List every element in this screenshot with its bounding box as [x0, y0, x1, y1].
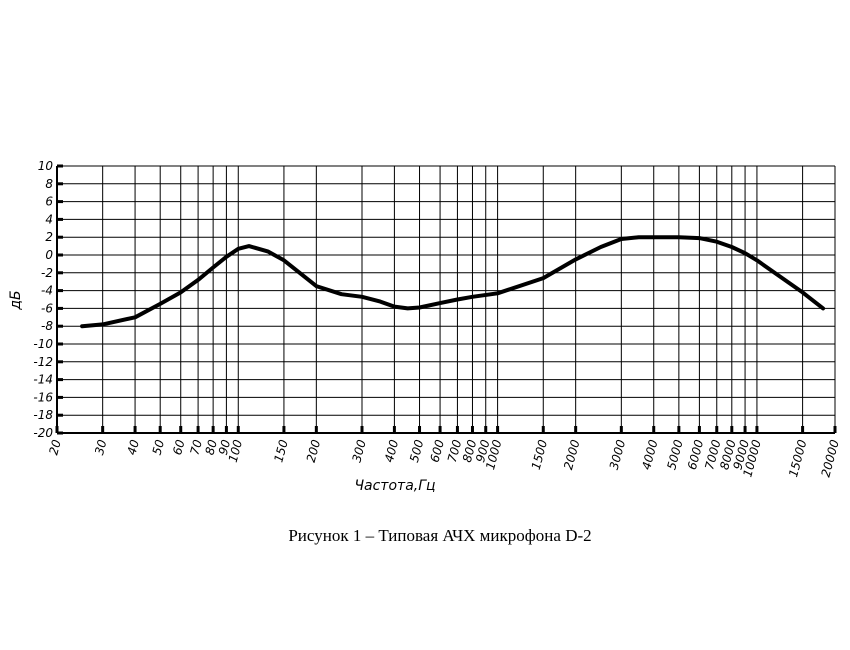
x-tick-label: 50: [150, 438, 168, 457]
x-tick-label: 2000: [561, 438, 583, 471]
y-tick-label: 8: [45, 177, 53, 191]
y-tick-label: 10: [38, 159, 54, 173]
y-tick-label: 4: [45, 212, 53, 226]
caption: Рисунок 1 – Типовая АЧХ микрофона D-2: [288, 526, 591, 545]
y-tick-label: -4: [41, 284, 53, 298]
x-axis-title: Частота,Гц: [354, 478, 435, 494]
y-tick-label: -20: [33, 426, 53, 440]
x-tick-label: 20: [46, 438, 64, 457]
x-tick-label: 30: [92, 438, 110, 457]
x-tick-label: 15000: [786, 438, 809, 479]
x-tick-label: 600: [428, 438, 448, 464]
y-tick-label: 6: [45, 195, 53, 209]
line-series: [80, 235, 826, 329]
y-tick-label: 0: [45, 248, 53, 262]
x-tick-label: 5000: [664, 438, 686, 471]
y-axis-title: дБ: [8, 290, 24, 310]
y-tick-label: -2: [41, 266, 53, 280]
x-tick-label: 150: [271, 438, 291, 464]
y-tick-label: -14: [33, 373, 53, 387]
x-tick-label: 900: [473, 438, 493, 464]
y-tick-label: -8: [41, 319, 53, 333]
x-tick-label: 400: [382, 438, 402, 464]
y-tick-label: -10: [33, 337, 53, 351]
x-tick-label: 1500: [529, 438, 551, 471]
x-tick-label: 40: [124, 438, 142, 457]
x-tick-label: 90: [216, 438, 234, 457]
y-tick-label: 2: [45, 230, 53, 244]
x-tick-label: 800: [460, 438, 480, 464]
x-tick-label: 3000: [607, 438, 629, 471]
x-tick-label: 500: [407, 438, 427, 464]
y-tick-label: -16: [33, 390, 53, 404]
y-tick-label: -18: [33, 408, 53, 422]
y-tick-label: -12: [33, 355, 53, 369]
x-tick-label: 700: [445, 438, 465, 464]
x-tick-label: 60: [170, 438, 188, 457]
y-tick-label: -6: [41, 301, 53, 315]
x-tick-label: 4000: [639, 438, 661, 471]
x-tick-label: 70: [188, 438, 206, 457]
x-tick-label: 80: [203, 438, 221, 457]
x-tick-label: 100: [226, 438, 246, 464]
x-tick-label: 200: [304, 438, 324, 464]
x-tick-label: 20000: [818, 438, 841, 479]
x-tick-label: 300: [349, 438, 369, 464]
